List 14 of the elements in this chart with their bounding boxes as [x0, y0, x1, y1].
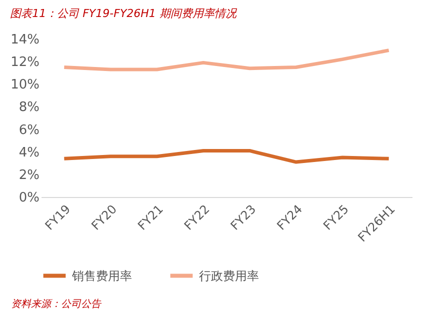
legend-label: 行政费用率 [199, 268, 259, 283]
text: 资料来源：公司公告 [11, 298, 102, 310]
y-tick-label: 14% [10, 32, 40, 48]
line-series [62, 148, 391, 164]
y-tick-label: 6% [18, 122, 40, 138]
legend-label: 销售费用率 [71, 268, 132, 283]
y-tick-label: 4% [18, 145, 40, 160]
y-tick-label: 8% [18, 100, 40, 116]
y-tick-label: 10% [10, 78, 40, 93]
chart-title: 图表11：公司 FY19-FY26H1 期间费用率情况 [10, 7, 238, 20]
y-tick-label: 2% [18, 168, 40, 183]
line-series [62, 48, 391, 72]
y-tick-label: 12% [10, 55, 40, 70]
y-tick-label: 0% [18, 190, 40, 206]
